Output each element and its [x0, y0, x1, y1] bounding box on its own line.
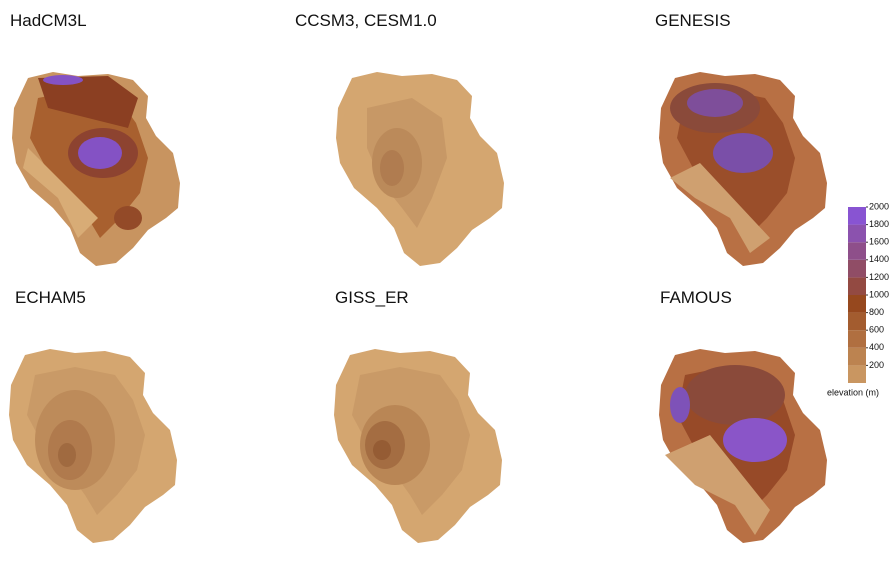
map: [334, 349, 502, 543]
colorbar-band: [848, 207, 866, 225]
colorbar-tick-label: 1400: [869, 254, 889, 264]
colorbar-tick-label: 1000: [869, 289, 889, 299]
panel-title: ECHAM5: [15, 288, 86, 307]
colorbar-tick-label: 200: [869, 360, 884, 370]
colorbar-tick-label: 600: [869, 325, 884, 335]
map: [659, 349, 827, 543]
colorbar-band: [848, 277, 866, 295]
colorbar-tick-label: 1600: [869, 237, 889, 247]
colorbar-band: [848, 365, 866, 383]
colorbar-band: [848, 348, 866, 366]
colorbar: 200 400 600 800 1000 1200 1400 1600 1800 2000: [848, 201, 889, 383]
figure: HadCM3L CCSM3, CESM1.0 GENESIS ECHAM5 GI…: [0, 0, 890, 564]
map: [659, 72, 827, 266]
map: [9, 349, 177, 543]
colorbar-tick-label: 400: [869, 342, 884, 352]
colorbar-band: [848, 242, 866, 260]
colorbar-band: [848, 260, 866, 278]
panel-title: GISS_ER: [335, 288, 409, 307]
panel-title: CCSM3, CESM1.0: [295, 11, 437, 30]
colorbar-tick-label: 2000: [869, 201, 889, 211]
map: [336, 72, 504, 266]
colorbar-label: elevation (m): [827, 387, 879, 397]
colorbar-band: [848, 330, 866, 348]
colorbar-tick-label: 1200: [869, 272, 889, 282]
panel-title: GENESIS: [655, 11, 731, 30]
colorbar-tick-label: 1800: [869, 219, 889, 229]
colorbar-band: [848, 225, 866, 243]
panel-title: HadCM3L: [10, 11, 87, 30]
panel-title: FAMOUS: [660, 288, 732, 307]
colorbar-tick-label: 800: [869, 307, 884, 317]
map: [12, 72, 180, 266]
colorbar-band: [848, 295, 866, 313]
colorbar-band: [848, 313, 866, 331]
page: HadCM3L CCSM3, CESM1.0 GENESIS ECHAM5 GI…: [0, 0, 890, 564]
